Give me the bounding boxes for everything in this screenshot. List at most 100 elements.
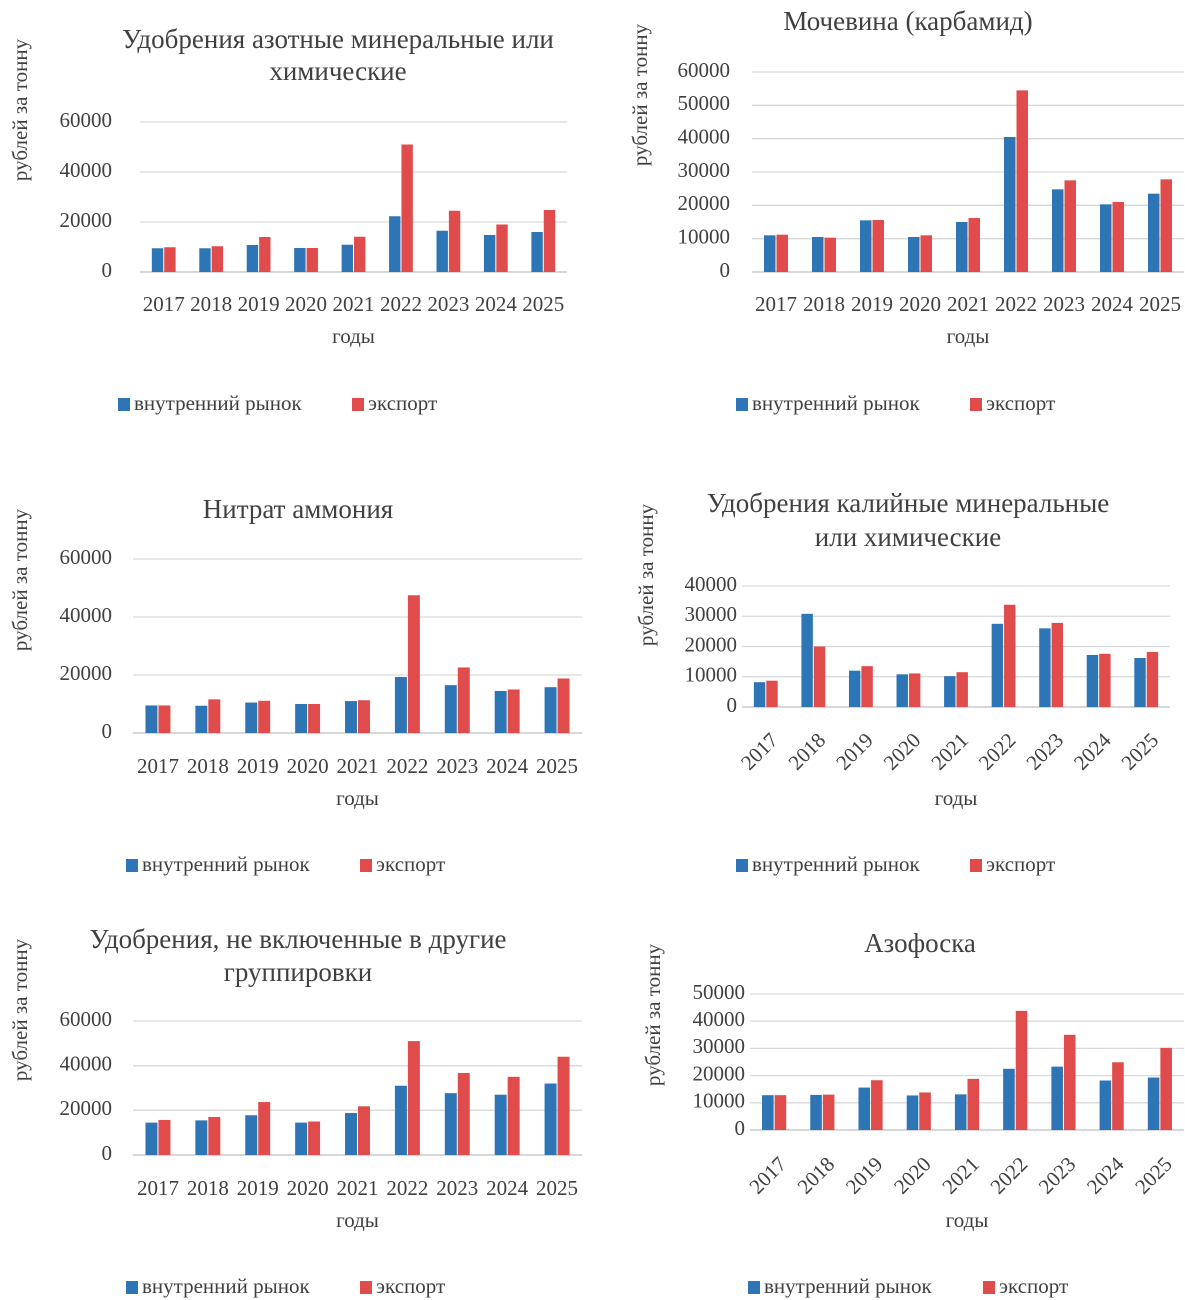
bar-export-2024 [507, 689, 520, 733]
x-tick-label: 2020 [285, 292, 327, 316]
bar-export-2020 [919, 1092, 931, 1130]
legend-label-export: экспорт [999, 1274, 1068, 1298]
bar-export-2019 [259, 237, 271, 272]
x-axis-label: годы [946, 1208, 989, 1232]
x-tick-label: 2018 [784, 728, 831, 775]
bar-export-2017 [158, 1119, 171, 1155]
legend-swatch-domestic [736, 398, 748, 411]
chart-title-line: группировки [224, 957, 372, 987]
x-tick-label: 2021 [337, 1176, 379, 1200]
x-tick-label: 2022 [386, 1176, 428, 1200]
chart-title-line: Удобрения калийные минеральные [707, 488, 1110, 518]
x-tick-label: 2017 [744, 1152, 791, 1199]
chart-4: Удобрения калийные минеральные или химиче… [634, 488, 1170, 876]
bar-export-2019 [871, 1080, 883, 1130]
bar-domestic-2024 [483, 235, 496, 272]
legend-swatch-export [970, 859, 982, 872]
bar-domestic-2023 [1051, 1066, 1063, 1130]
y-tick-label: 40000 [685, 572, 738, 596]
x-tick-label: 2020 [287, 1176, 329, 1200]
bar-export-2018 [813, 646, 826, 707]
bar-export-2018 [208, 699, 221, 733]
y-tick-label: 50000 [693, 980, 746, 1004]
bar-export-2022 [1015, 1010, 1028, 1130]
bar-domestic-2020 [906, 1095, 919, 1130]
bar-domestic-2023 [444, 1093, 457, 1155]
x-tick-label: 2022 [995, 292, 1037, 316]
x-tick-label: 2023 [1043, 292, 1085, 316]
bar-export-2019 [872, 220, 885, 272]
bar-export-2020 [308, 1121, 321, 1155]
x-tick-label: 2017 [755, 292, 797, 316]
bar-export-2021 [358, 1106, 370, 1155]
x-axis-label: годы [935, 786, 978, 810]
x-tick-label: 2022 [974, 728, 1021, 775]
bar-domestic-2025 [1147, 1077, 1160, 1130]
x-tick-label: 2023 [1034, 1152, 1081, 1199]
x-tick-label: 2025 [536, 754, 578, 778]
legend-label-domestic: внутренний рынок [752, 391, 920, 415]
x-tick-label: 2025 [536, 1176, 578, 1200]
bar-export-2022 [407, 595, 420, 733]
x-tick-label: 2019 [238, 292, 280, 316]
y-tick-label: 20000 [685, 632, 738, 656]
y-tick-label: 40000 [60, 158, 113, 182]
bar-export-2021 [956, 672, 968, 707]
y-axis-label: рублей за тонну [628, 23, 652, 166]
y-tick-label: 0 [102, 1141, 113, 1165]
bar-export-2022 [407, 1041, 420, 1155]
y-tick-label: 20000 [678, 191, 731, 215]
x-tick-label: 2024 [1082, 1152, 1129, 1199]
bar-domestic-2025 [1147, 193, 1160, 272]
x-tick-label: 2021 [947, 292, 989, 316]
x-tick-label: 2022 [386, 754, 428, 778]
bar-domestic-2019 [245, 702, 258, 733]
bar-export-2023 [1063, 1034, 1076, 1130]
bar-export-2025 [1146, 651, 1159, 707]
x-tick-label: 2023 [1021, 728, 1068, 775]
chart-title-line: Нитрат аммония [203, 494, 393, 524]
x-tick-label: 2020 [879, 728, 926, 775]
bar-domestic-2024 [1099, 1080, 1112, 1130]
y-axis-label: рублей за тонну [8, 508, 32, 651]
x-tick-label: 2019 [237, 1176, 279, 1200]
x-tick-label: 2019 [237, 754, 279, 778]
chart-title-line: Мочевина (карбамид) [783, 6, 1032, 36]
x-tick-label: 2024 [486, 754, 529, 778]
bar-export-2025 [557, 1056, 570, 1155]
bar-domestic-2017 [151, 248, 164, 272]
x-axis-label: годы [336, 1208, 379, 1232]
y-tick-label: 0 [102, 258, 113, 282]
legend-swatch-domestic [118, 398, 130, 411]
bar-domestic-2022 [389, 216, 401, 272]
y-tick-label: 40000 [693, 1007, 746, 1031]
legend-swatch-export [360, 1281, 372, 1294]
y-tick-label: 30000 [678, 158, 731, 182]
x-tick-label: 2023 [436, 1176, 478, 1200]
bar-export-2021 [354, 236, 366, 272]
bar-export-2020 [908, 673, 921, 707]
y-tick-label: 40000 [60, 1051, 113, 1075]
bar-domestic-2017 [145, 705, 158, 733]
y-axis-label: рублей за тонну [641, 943, 665, 1086]
x-axis-label: годы [336, 786, 379, 810]
legend-swatch-domestic [126, 859, 138, 872]
bar-export-2022 [1004, 604, 1016, 707]
x-tick-label: 2025 [1139, 292, 1181, 316]
chart-3: Нитрат аммония рублей за тонну 0 20000 40000… [8, 494, 582, 876]
bar-domestic-2021 [345, 701, 357, 733]
bar-domestic-2025 [531, 232, 543, 272]
bar-export-2019 [861, 666, 873, 707]
bar-export-2025 [1160, 1047, 1172, 1130]
chart-5: Удобрения, не включенные в другиегруппир… [8, 924, 582, 1298]
chart-6: Азофоска рублей за тонну 0 10000 20000 30000 4… [641, 928, 1184, 1298]
x-tick-label: 2024 [486, 1176, 529, 1200]
bar-export-2020 [306, 248, 318, 272]
x-tick-label: 2020 [899, 292, 941, 316]
legend-label-domestic: внутренний рынок [752, 852, 920, 876]
x-axis-label: годы [947, 324, 990, 348]
bar-export-2022 [1016, 90, 1029, 272]
y-tick-label: 60000 [60, 1007, 113, 1031]
x-tick-label: 2018 [793, 1152, 840, 1199]
